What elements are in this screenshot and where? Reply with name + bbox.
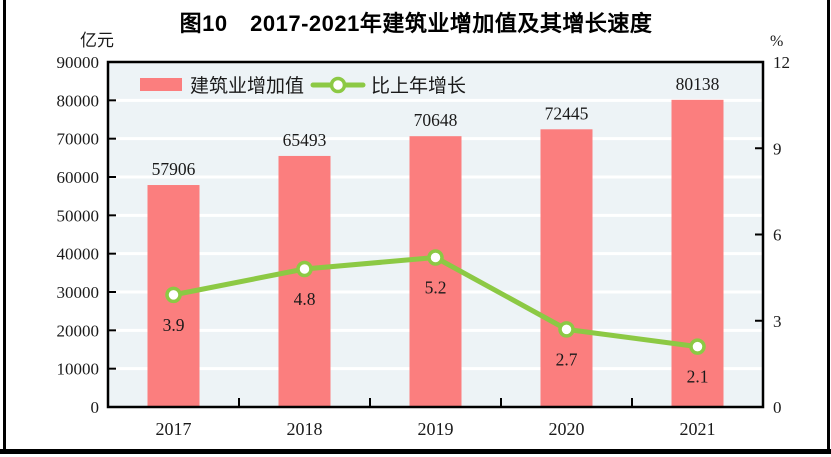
left-axis-tick-label: 10000 (57, 360, 100, 379)
left-axis-tick-label: 50000 (57, 206, 100, 225)
marker-2018 (296, 260, 313, 278)
growth-value-label: 4.8 (294, 289, 316, 309)
bar-2021 (671, 99, 724, 408)
x-axis-label-2020: 2020 (549, 419, 585, 439)
bar-2018 (278, 155, 331, 407)
right-axis-tick-label: 9 (773, 139, 782, 158)
left-axis-tick-label: 80000 (57, 91, 100, 110)
left-axis-tick-label: 20000 (57, 321, 100, 340)
right-axis-tick-label: 6 (773, 226, 782, 245)
right-axis-tick-label: 0 (773, 398, 782, 417)
left-axis-unit-label: 亿元 (80, 31, 114, 50)
chart-title: 图10 2017-2021年建筑业增加值及其增长速度 (179, 11, 653, 36)
x-axis-label-2019: 2019 (418, 419, 454, 439)
x-axis-label-2018: 2018 (287, 419, 323, 439)
legend-bar-swatch (140, 78, 182, 91)
x-axis-label-2017: 2017 (156, 419, 192, 439)
left-axis-tick-label: 60000 (57, 168, 100, 187)
bar-2020 (540, 129, 593, 407)
marker-2021 (689, 338, 706, 355)
right-axis-tick-label: 12 (773, 53, 790, 72)
left-axis-tick-label: 70000 (57, 130, 100, 149)
left-axis-tick-label: 90000 (57, 53, 100, 72)
marker-2017 (165, 286, 182, 304)
legend-bar-label: 建筑业增加值 (190, 75, 304, 97)
bar-value-label: 80138 (676, 74, 720, 94)
left-axis-tick-label: 0 (91, 398, 100, 417)
right-axis-unit-label: % (770, 33, 784, 50)
bar-value-label: 72445 (545, 103, 589, 123)
bar-value-label: 57906 (152, 159, 196, 179)
bar-2019 (409, 136, 462, 407)
bar-value-label: 70648 (414, 110, 458, 130)
left-axis-tick-label: 40000 (57, 245, 100, 264)
marker-2020 (558, 321, 575, 338)
page-left-rule (3, 0, 6, 454)
page-bottom-rule (0, 449, 831, 454)
growth-value-label: 5.2 (425, 278, 447, 298)
x-axis-label-2021: 2021 (680, 419, 716, 439)
right-axis-tick-label: 3 (773, 312, 782, 331)
left-axis-tick-label: 30000 (57, 283, 100, 302)
legend-line-marker (329, 76, 347, 94)
bar-value-label: 65493 (283, 130, 327, 150)
growth-value-label: 2.1 (687, 367, 709, 387)
page-right-rule (827, 0, 830, 454)
growth-value-label: 3.9 (163, 315, 185, 335)
growth-value-label: 2.7 (556, 349, 578, 369)
marker-2019 (427, 249, 444, 266)
legend-line-label: 比上年增长 (371, 75, 466, 97)
